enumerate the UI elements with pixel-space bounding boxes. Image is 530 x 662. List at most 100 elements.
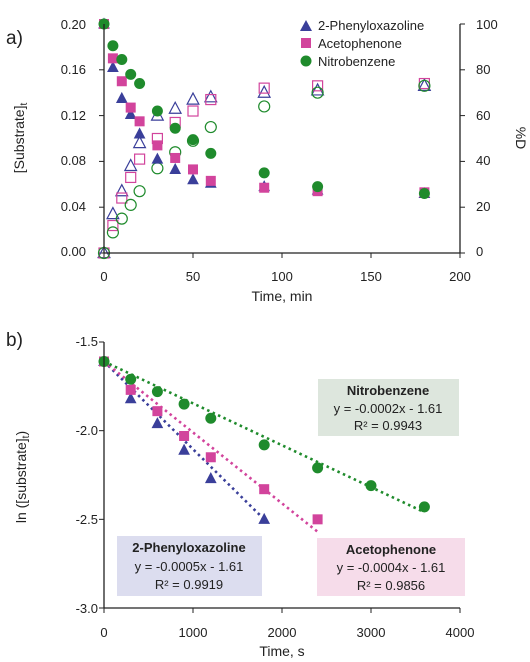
panel-b-xtick-label: 2000 — [268, 625, 297, 640]
panel-a-ytick-label: 0.12 — [61, 108, 86, 123]
panel-a-point-square-filled — [170, 152, 181, 163]
panel-b-point-triangle — [178, 443, 190, 455]
panel-b-point-circle — [205, 412, 217, 424]
panel-a-xtick-label: 150 — [360, 269, 382, 284]
annotation-box — [318, 379, 459, 436]
panel-a-point-triangle-hollow — [310, 82, 325, 96]
panel-b-ytick-label: -3.0 — [76, 601, 98, 616]
panel-a-point-triangle-filled — [133, 127, 146, 139]
panel-a-ytick-label: 0.08 — [61, 153, 86, 168]
panel-a-ytick-label: 0.04 — [61, 199, 86, 214]
panel-b-point-circle — [365, 480, 377, 492]
panel-a-point-triangle-filled — [151, 152, 164, 164]
panel-a-point-square-hollow — [134, 153, 146, 165]
panel-a-point-circle-filled — [312, 181, 324, 193]
panel-a-point-triangle-hollow — [123, 158, 138, 172]
panel-a-point-circle-filled — [125, 68, 137, 80]
panel-b-point-circle — [258, 439, 270, 451]
legend-entry-label: 2-Phenyloxazoline — [318, 18, 424, 33]
panel-a-point-square-hollow — [187, 105, 199, 117]
panel-a-ytick-label: 0.16 — [61, 62, 86, 77]
panel-a-point-triangle-hollow — [168, 100, 183, 114]
panel-a-xtick-label: 50 — [186, 269, 200, 284]
panel-a-point-triangle-filled — [187, 173, 199, 185]
panel-a-point-circle-hollow — [115, 212, 128, 225]
panel-a-point-circle-hollow — [418, 79, 431, 92]
panel-b-ytick-label: -2.0 — [76, 423, 98, 438]
panel-b-point-triangle — [258, 512, 271, 524]
panel-a-point-circle-filled — [169, 122, 181, 134]
panel-b-point-circle — [312, 462, 324, 474]
panel-a-point-square-hollow — [116, 192, 128, 204]
panel-a-point-circle-hollow — [124, 198, 137, 212]
panel-a-point-triangle-hollow — [132, 135, 147, 149]
panel-a-point-triangle-hollow — [106, 206, 120, 220]
panel-a-ytick-label: 0.20 — [61, 17, 86, 32]
panel-a-point-circle-filled — [134, 78, 146, 90]
panel-a-point-circle-filled — [116, 53, 128, 65]
panel-a-point-square-hollow — [205, 93, 217, 106]
panel-a-point-circle-filled — [187, 134, 199, 146]
panel-b-point-triangle — [151, 417, 164, 429]
panel-b-y-axis-title: ln ([substrate]t) — [13, 431, 32, 523]
panel-a-point-circle-hollow — [151, 162, 164, 175]
panel-a-y2tick-label: 60 — [476, 108, 490, 123]
annotation-box — [117, 536, 262, 596]
panel-a-point-circle-hollow — [311, 86, 324, 99]
annotation-title: 2-Phenyloxazoline — [132, 540, 245, 555]
panel-b-ytick-label: -1.5 — [76, 334, 98, 349]
panel-b-xtick-label: 4000 — [446, 625, 475, 640]
panel-b-ytick-label: -2.5 — [76, 512, 98, 527]
panel-b-point-square — [125, 384, 136, 395]
panel-b-fit-line — [103, 360, 319, 533]
panel-a-point-square-filled — [205, 175, 216, 186]
panel-a-point-triangle-filled — [124, 107, 137, 120]
panel-b-x-axis-title: Time, s — [259, 643, 304, 659]
panel-a-point-triangle-hollow — [114, 183, 129, 197]
panel-a-x-axis-title: Time, min — [252, 288, 313, 304]
panel-a-data-points — [97, 17, 465, 260]
panel-a-point-square-filled — [188, 164, 198, 175]
annotation-r2: R² = 0.9919 — [155, 577, 223, 592]
panel-b-point-square — [205, 452, 216, 463]
panel-a-y-axis-title: [Substrate]t — [11, 103, 30, 174]
annotation-r2: R² = 0.9943 — [354, 418, 422, 433]
legend-circle-marker — [300, 55, 312, 67]
panel-a-point-circle-hollow — [133, 185, 146, 198]
annotation-nitrobenzene: Nitrobenzene y = -0.0002x - 1.61 R² = 0.… — [318, 379, 459, 436]
panel-a-point-triangle-hollow — [186, 91, 200, 105]
annotation-title: Acetophenone — [346, 542, 436, 557]
panel-b-x-tick-labels: 0 1000 2000 3000 4000 — [100, 625, 474, 640]
annotation-box — [317, 538, 465, 596]
panel-a-y2tick-label: 0 — [476, 244, 483, 259]
panel-a-point-square-filled — [125, 102, 136, 113]
panel-a-left-tick-labels: 0.20 0.16 0.12 0.08 0.04 0.00 — [61, 17, 86, 259]
panel-a-point-square-filled — [107, 53, 118, 64]
panel-a-point-triangle-hollow — [257, 84, 272, 98]
panel-b-xtick-label: 3000 — [357, 625, 386, 640]
panel-a-y2tick-label: 100 — [476, 17, 498, 32]
panel-a-point-circle-hollow — [258, 100, 271, 113]
panel-a: a) 0.20 0.16 0.12 0.08 0.04 0.00 100 80 … — [6, 17, 529, 304]
panel-a-point-square-hollow — [258, 82, 270, 94]
panel-b-point-circle — [178, 398, 190, 410]
annotation-2-phenyloxazoline: 2-Phenyloxazoline y = -0.0005x - 1.61 R²… — [117, 536, 262, 596]
panel-b-point-triangle — [204, 472, 217, 484]
panel-a-label: a) — [6, 28, 23, 49]
panel-b: b) -1.5 -2.0 -2.5 -3.0 0 1000 2000 3000 … — [6, 330, 474, 659]
panel-a-y2tick-label: 80 — [476, 62, 490, 77]
panel-a-xtick-label: 100 — [271, 269, 293, 284]
panel-a-y2tick-label: 40 — [476, 153, 490, 168]
panel-a-point-square-filled — [259, 182, 270, 193]
panel-b-y-tick-labels: -1.5 -2.0 -2.5 -3.0 — [76, 334, 98, 616]
panel-b-point-square — [179, 430, 190, 441]
panel-a-point-triangle-filled — [115, 91, 128, 103]
panel-b-xtick-label: 1000 — [179, 625, 208, 640]
panel-a-point-circle-filled — [151, 105, 163, 117]
panel-b-label: b) — [6, 330, 23, 351]
panel-a-legend: 2-Phenyloxazoline Acetophenone Nitrobenz… — [300, 18, 424, 69]
annotation-equation: y = -0.0005x - 1.61 — [135, 559, 244, 574]
panel-a-point-triangle-hollow — [417, 78, 432, 91]
panel-b-point-square — [152, 406, 163, 417]
